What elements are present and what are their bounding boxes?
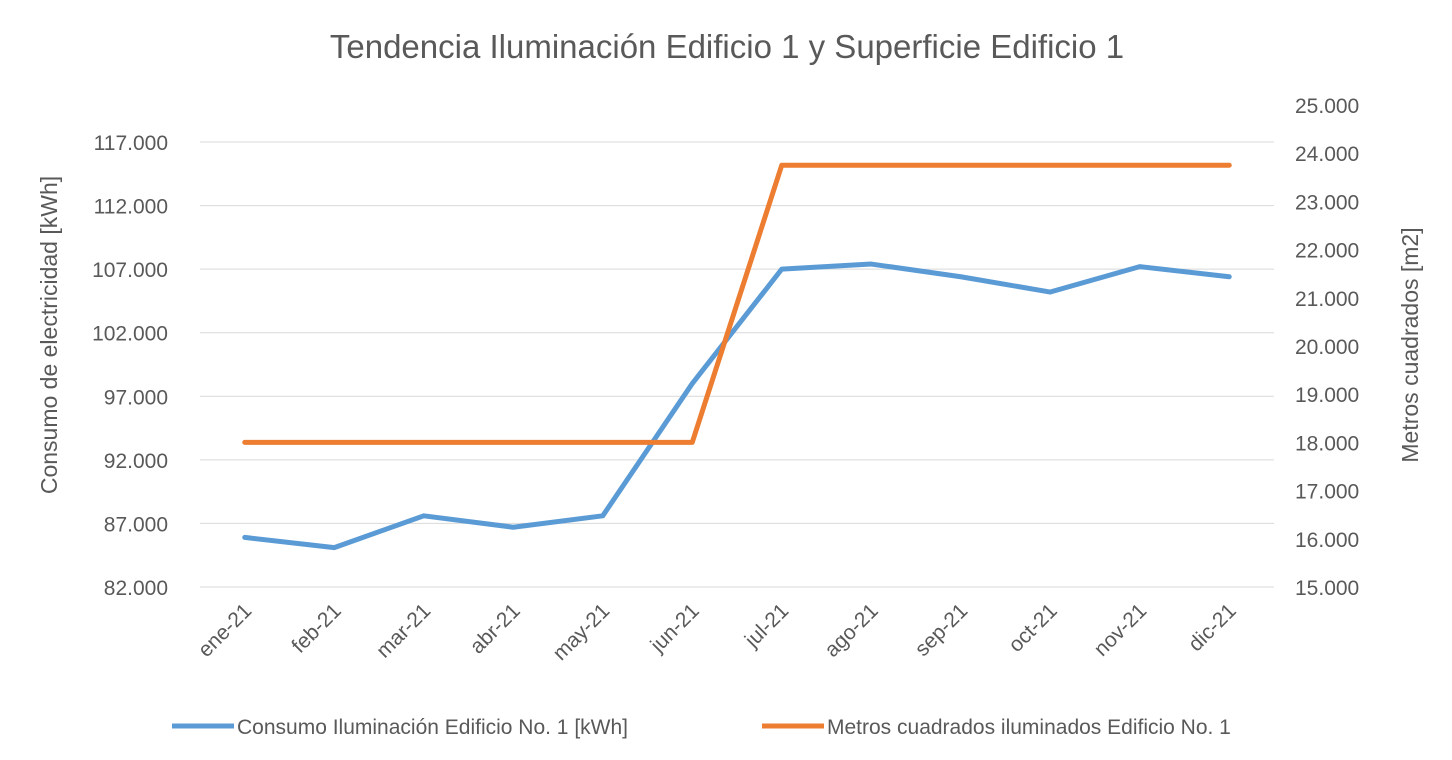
x-tick-label: may-21 <box>549 599 615 665</box>
left-tick-label: 102.000 <box>92 323 168 346</box>
x-tick-label: ago-21 <box>820 599 883 662</box>
x-tick-label: sep-21 <box>911 599 973 661</box>
chart-title: Tendencia Iluminación Edificio 1 y Super… <box>330 28 1124 65</box>
right-tick-label: 21.000 <box>1295 288 1359 311</box>
right-axis-ticks: 15.000 16.000 17.000 18.000 19.000 20.000 21.0… <box>1295 95 1359 600</box>
legend-label: Metros cuadrados iluminados Edificio No.… <box>827 716 1231 739</box>
right-tick-label: 25.000 <box>1295 95 1359 118</box>
x-tick-label: feb-21 <box>287 599 345 657</box>
x-tick-label: ene-21 <box>194 599 257 662</box>
right-tick-label: 18.000 <box>1295 432 1359 455</box>
x-tick-label: nov-21 <box>1090 599 1152 661</box>
x-tick-label: abr-21 <box>466 599 525 658</box>
left-tick-label: 92.000 <box>104 450 168 473</box>
left-tick-label: 112.000 <box>94 196 168 219</box>
x-tick-label: jul-21 <box>740 599 793 652</box>
left-tick-label: 97.000 <box>104 386 168 409</box>
right-tick-label: 19.000 <box>1295 384 1359 407</box>
x-tick-label: mar-21 <box>372 599 435 662</box>
right-tick-label: 22.000 <box>1295 240 1359 263</box>
legend-label: Consumo Iluminación Edificio No. 1 [kWh] <box>237 716 628 739</box>
x-tick-label: oct-21 <box>1004 599 1062 657</box>
series-line <box>242 162 1232 445</box>
series-line <box>242 261 1232 551</box>
x-tick-label: dic-21 <box>1184 599 1241 656</box>
left-axis-ticks: 82.000 87.000 92.000 97.000 102.000 107.000 11… <box>92 132 168 600</box>
x-tick-label: jun-21 <box>646 599 704 657</box>
gridlines <box>200 141 1274 588</box>
right-tick-label: 23.000 <box>1295 191 1359 214</box>
legend: Consumo Iluminación Edificio No. 1 [kWh]… <box>172 716 1231 739</box>
left-tick-label: 82.000 <box>104 577 168 600</box>
right-tick-label: 20.000 <box>1295 336 1359 359</box>
right-axis-label: Metros cuadrados [m2] <box>1397 227 1423 462</box>
right-tick-label: 17.000 <box>1295 481 1359 504</box>
right-tick-label: 24.000 <box>1295 143 1359 166</box>
x-axis-ticks: ene-21 feb-21 mar-21 abr-21 may-21 jun-21 jul-… <box>194 599 1241 665</box>
left-tick-label: 107.000 <box>92 259 168 282</box>
left-axis-label: Consumo de electricidad [kWh] <box>36 176 62 494</box>
right-tick-label: 15.000 <box>1295 577 1359 600</box>
series-lines <box>242 162 1232 551</box>
left-tick-label: 87.000 <box>104 513 168 536</box>
right-tick-label: 16.000 <box>1295 529 1359 552</box>
left-tick-label: 117.000 <box>94 132 168 155</box>
